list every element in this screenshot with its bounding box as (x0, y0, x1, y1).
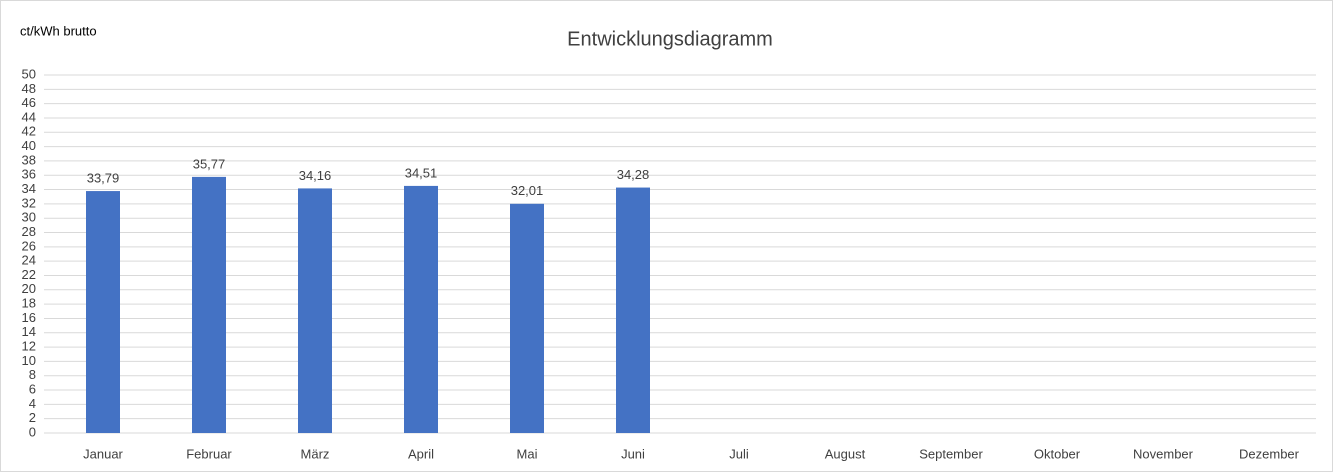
y-tick-label: 28 (22, 224, 36, 239)
y-tick-label: 6 (29, 381, 36, 396)
bar (86, 191, 120, 433)
x-tick-label: Dezember (1239, 446, 1300, 461)
y-tick-label: 24 (22, 253, 36, 268)
y-tick-label: 32 (22, 195, 36, 210)
y-tick-label: 40 (22, 138, 36, 153)
y-tick-label: 16 (22, 310, 36, 325)
y-tick-label: 22 (22, 267, 36, 282)
x-tick-label: Januar (83, 446, 123, 461)
y-tick-label: 50 (22, 66, 36, 81)
x-tick-label: September (919, 446, 983, 461)
y-tick-label: 14 (22, 324, 36, 339)
chart-title: Entwicklungsdiagramm (567, 28, 773, 50)
value-label: 34,51 (405, 165, 438, 180)
bar (192, 176, 226, 434)
bar (404, 185, 438, 433)
y-tick-label: 20 (22, 281, 36, 296)
value-label: 35,77 (193, 156, 226, 171)
x-tick-label: Juni (621, 446, 645, 461)
y-tick-label: 0 (29, 424, 36, 439)
y-tick-label: 12 (22, 339, 36, 354)
value-label: 34,28 (617, 167, 650, 182)
x-tick-label: Juli (729, 446, 749, 461)
y-tick-label: 10 (22, 353, 36, 368)
y-tick-label: 38 (22, 152, 36, 167)
y-tick-label: 34 (22, 181, 36, 196)
x-tick-label: April (408, 446, 434, 461)
x-tick-label: November (1133, 446, 1194, 461)
y-axis-label: ct/kWh brutto (20, 23, 97, 38)
x-tick-label: Februar (186, 446, 232, 461)
y-tick-label: 44 (22, 109, 36, 124)
x-tick-label: März (301, 446, 330, 461)
y-tick-label: 30 (22, 210, 36, 225)
y-tick-label: 4 (29, 396, 36, 411)
y-tick-label: 46 (22, 95, 36, 110)
x-tick-label: Oktober (1034, 446, 1081, 461)
value-label: 34,16 (299, 168, 332, 183)
bar (298, 188, 332, 433)
bar (510, 203, 544, 433)
y-tick-label: 48 (22, 81, 36, 96)
y-tick-label: 18 (22, 296, 36, 311)
value-label: 33,79 (87, 171, 120, 186)
y-tick-label: 8 (29, 367, 36, 382)
x-tick-label: August (825, 446, 866, 461)
value-label: 32,01 (511, 183, 544, 198)
y-tick-label: 26 (22, 238, 36, 253)
bar (616, 187, 650, 433)
y-tick-label: 2 (29, 410, 36, 425)
y-tick-label: 42 (22, 124, 36, 139)
y-tick-label: 36 (22, 167, 36, 182)
x-tick-label: Mai (517, 446, 538, 461)
